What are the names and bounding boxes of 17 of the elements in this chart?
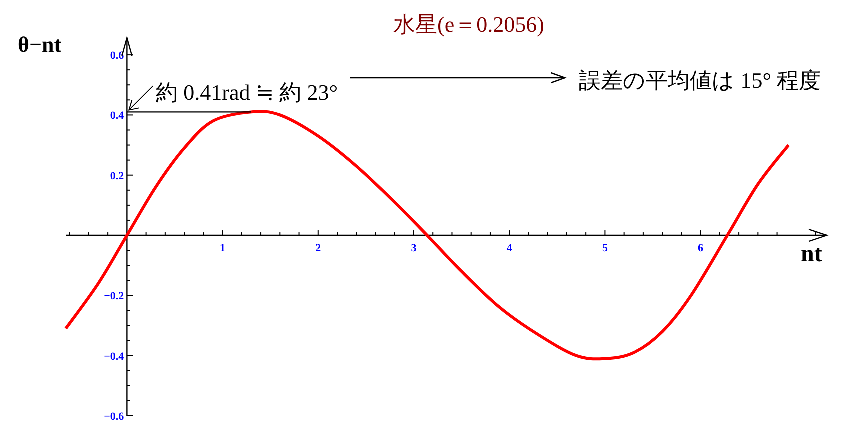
annotation: 約 0.41rad ≒ 約 23°: [156, 80, 338, 106]
y-tick-label: 0.6: [110, 50, 125, 62]
x-tick-label: 4: [506, 242, 513, 255]
chart-title: 水星(e＝0.2056): [394, 12, 544, 37]
y-tick-label: −0.2: [104, 290, 125, 303]
x-axis-title: nt: [801, 242, 822, 268]
y-tick-label: −0.6: [104, 411, 125, 423]
x-tick-label: 3: [411, 242, 418, 255]
x-tick-label: 2: [316, 242, 322, 255]
y-axis-title: θ−nt: [18, 32, 62, 57]
y-tick-label: −0.4: [104, 350, 125, 363]
y-tick-label: 0.4: [110, 110, 125, 122]
x-tick-label: 6: [698, 242, 704, 255]
x-tick-label: 1: [220, 242, 226, 255]
annotation: 誤差の平均値は 15° 程度: [579, 68, 821, 93]
x-tick-label: 5: [602, 242, 608, 255]
y-tick-label: 0.2: [110, 170, 125, 182]
